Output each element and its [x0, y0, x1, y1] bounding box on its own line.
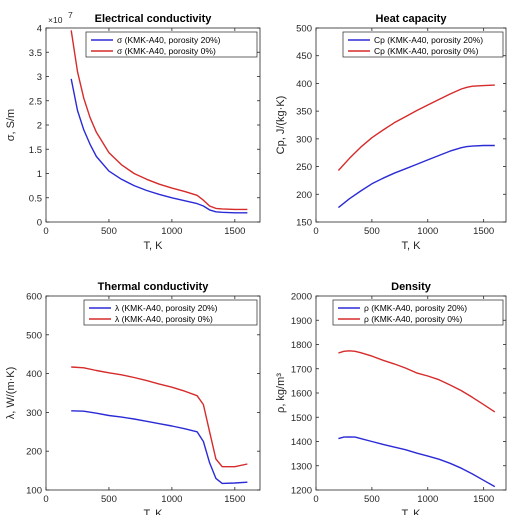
y-tick-label: 300 [296, 134, 312, 145]
y-tick-label: 150 [296, 218, 312, 229]
y-tick-label: 2.5 [29, 96, 42, 107]
legend-label-2: λ (KMK-A40, porosity 0%) [115, 314, 213, 324]
y-tick-label: 250 [296, 162, 312, 173]
y-tick-label: 1500 [291, 413, 312, 424]
x-tick-label: 0 [313, 494, 318, 505]
series-line-1 [70, 78, 248, 214]
y-tick-label: 3.5 [29, 48, 42, 59]
legend: σ (KMK-A40, porosity 20%)σ (KMK-A40, por… [85, 31, 258, 58]
legend-label-1: σ (KMK-A40, porosity 20%) [117, 35, 221, 45]
x-axis-label: T, K [144, 508, 164, 515]
plot-area [45, 295, 261, 491]
panel-4: Density 0 500 1000 1500 1200 1300 1400 1500 1600 1… [275, 281, 507, 515]
y-axis-label: σ, S/m [5, 109, 17, 141]
y-tick-label: 1.5 [29, 145, 42, 156]
x-tick-label: 1500 [473, 494, 494, 505]
x-tick-label: 0 [43, 494, 48, 505]
y-tick-label: 500 [26, 330, 42, 341]
y-tick-label: 1800 [291, 340, 312, 351]
series-line-1 [338, 436, 496, 488]
chart-title: Density [391, 281, 432, 293]
y-tick-label: 0 [37, 218, 42, 229]
y-tick-label: 1700 [291, 364, 312, 375]
y-axis-label: ρ, kg/m³ [275, 373, 287, 413]
x-tick-label: 500 [101, 494, 117, 505]
x-tick-label: 1500 [224, 226, 245, 237]
y-tick-label: 2 [37, 121, 42, 132]
series-line-2 [337, 84, 495, 171]
y-tick-label: 1600 [291, 389, 312, 400]
legend-label-1: ρ (KMK-A40, porosity 20%) [364, 303, 467, 313]
x-tick-label: 1000 [161, 226, 182, 237]
series-line-2 [338, 350, 496, 413]
y-tick-label: 2000 [291, 292, 312, 303]
x-tick-label: 0 [313, 226, 318, 237]
x-tick-label: 1000 [417, 226, 438, 237]
series-line-2 [70, 30, 248, 211]
y-tick-label: 450 [296, 51, 312, 62]
plot-area [315, 295, 507, 491]
legend-label-2: σ (KMK-A40, porosity 0%) [117, 46, 216, 56]
legend-label-2: Cp (KMK-A40, porosity 0%) [374, 46, 479, 56]
legend-box [83, 299, 258, 326]
y-tick-label: 100 [26, 486, 42, 497]
x-tick-label: 0 [43, 226, 48, 237]
x-tick-label: 1500 [473, 226, 494, 237]
y-tick-label: 350 [296, 107, 312, 118]
chart-title: Heat capacity [376, 13, 448, 25]
y-tick-label: 300 [26, 408, 42, 419]
y-tick-label: 500 [296, 24, 312, 35]
x-tick-label: 1500 [224, 494, 245, 505]
y-tick-label: 600 [26, 292, 42, 303]
plot-area [315, 27, 507, 223]
legend-box [342, 31, 504, 58]
legend: λ (KMK-A40, porosity 20%)λ (KMK-A40, por… [83, 299, 258, 326]
y-tick-label: 1200 [291, 486, 312, 497]
exponent-power: 7 [68, 10, 73, 20]
legend-label-1: Cp (KMK-A40, porosity 20%) [374, 35, 483, 45]
x-axis-label: T, K [144, 240, 164, 252]
panel-1: Electrical conductivity 0 500 1000 1500 0 0.5 1… [5, 10, 261, 252]
x-axis-label: T, K [402, 508, 422, 515]
y-tick-label: 200 [296, 190, 312, 201]
panel-3: Thermal conductivity 0 500 1000 1500 100 200 30… [5, 281, 261, 515]
y-axis-label: Cp, J/(kg·K) [275, 96, 287, 155]
y-tick-label: 3 [37, 72, 42, 83]
legend: Cp (KMK-A40, porosity 20%)Cp (KMK-A40, p… [342, 31, 504, 58]
y-tick-label: 200 [26, 447, 42, 458]
panel-2: Heat capacity 0 500 1000 1500 150 200 250 300 350… [275, 13, 507, 252]
y-tick-label: 1400 [291, 437, 312, 448]
legend-label-1: λ (KMK-A40, porosity 20%) [115, 303, 218, 313]
y-axis-label: λ, W/(m·K) [5, 367, 17, 420]
x-tick-label: 500 [364, 226, 380, 237]
x-axis-label: T, K [402, 240, 422, 252]
y-tick-label: 400 [26, 369, 42, 380]
x-tick-label: 500 [364, 494, 380, 505]
y-tick-label: 1 [37, 169, 42, 180]
y-tick-label: 400 [296, 79, 312, 90]
y-tick-label: 4 [37, 24, 42, 35]
y-tick-label: 1900 [291, 316, 312, 327]
x-tick-label: 1000 [417, 494, 438, 505]
series-line-1 [71, 410, 248, 485]
series-line-1 [337, 144, 495, 209]
x-tick-label: 1000 [161, 494, 182, 505]
legend-label-2: ρ (KMK-A40, porosity 0%) [364, 314, 463, 324]
chart-title: Electrical conductivity [95, 13, 213, 25]
y-tick-label: 0.5 [29, 193, 42, 204]
chart-title: Thermal conductivity [98, 281, 210, 293]
legend-box [332, 299, 504, 326]
legend: ρ (KMK-A40, porosity 20%)ρ (KMK-A40, por… [332, 299, 504, 326]
exponent-label: ×10 [48, 15, 63, 25]
legend-box [85, 31, 258, 58]
x-tick-label: 500 [101, 226, 117, 237]
y-tick-label: 1300 [291, 461, 312, 472]
series-line-2 [71, 366, 248, 468]
